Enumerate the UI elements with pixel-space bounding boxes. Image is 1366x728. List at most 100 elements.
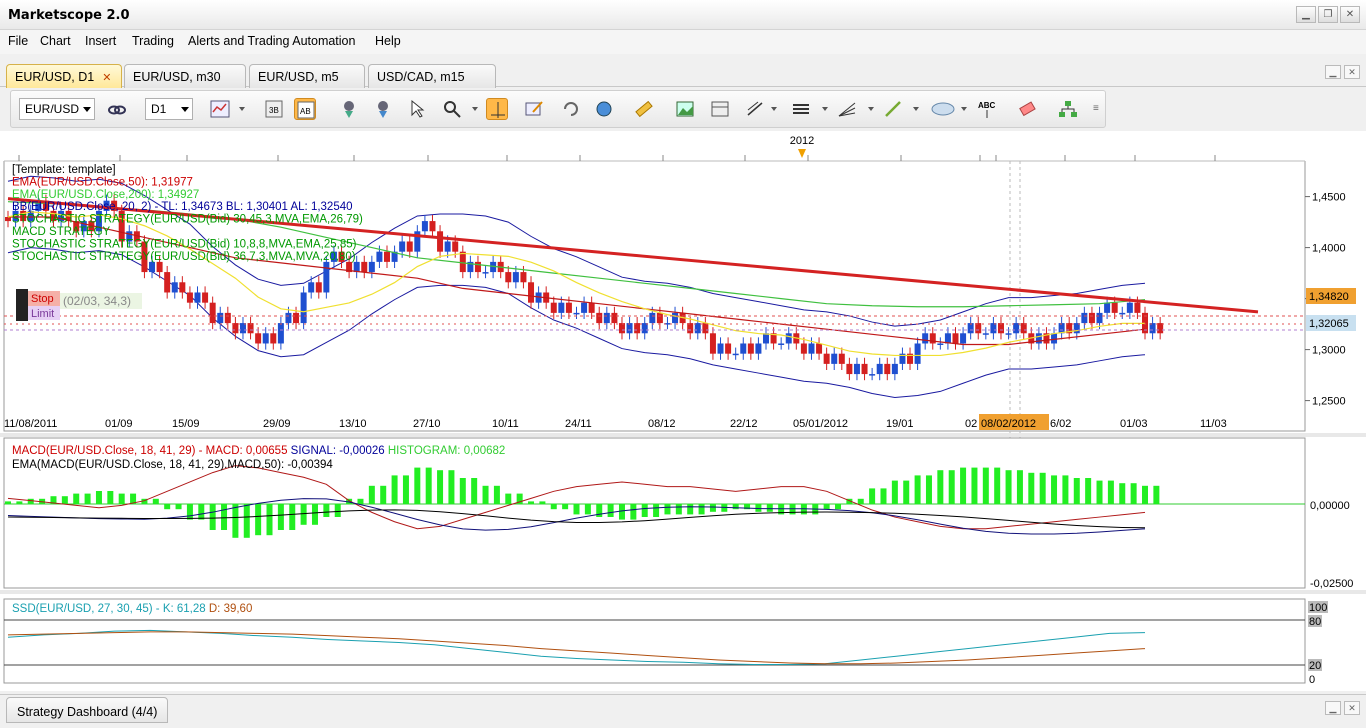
timeframe-select[interactable]: D1 (145, 98, 193, 120)
tab-eurusd-m5[interactable]: EUR/USD, m5 (249, 64, 365, 88)
date-axis-label: 01/03 (1120, 418, 1148, 430)
crosshair-icon[interactable] (486, 98, 508, 120)
ellipse-draw-icon[interactable] (928, 98, 958, 120)
macd-histogram-bar (414, 467, 421, 504)
candle-body (588, 302, 595, 313)
order-marker[interactable] (16, 289, 28, 321)
price-tag-current-text: 1,32065 (1309, 318, 1349, 330)
text-label-icon[interactable]: ABC (976, 98, 998, 120)
macd-histogram-bar (27, 498, 34, 504)
menu-chart[interactable]: Chart (40, 34, 71, 48)
candle-body (126, 231, 133, 242)
candle-body (1104, 302, 1111, 313)
title-bar: Marketscope 2.0 ▁ ❐ ✕ (0, 0, 1366, 30)
price-chart[interactable]: 2012 Stop Limit (02/03, 34,3) [Template:… (0, 131, 1366, 691)
date-axis-label: 19/01 (886, 418, 914, 430)
tab-label: EUR/USD, m30 (133, 70, 221, 84)
edit-chart-icon[interactable] (523, 98, 545, 120)
minimize-dashboard-icon[interactable]: ▁ (1325, 701, 1341, 715)
candle-body (308, 282, 315, 293)
menu-trading[interactable]: Trading (132, 34, 174, 48)
candle-body (626, 323, 633, 334)
candle-body (1005, 333, 1012, 335)
macd-histogram-bar (721, 504, 728, 512)
menu-help[interactable]: Help (375, 34, 401, 48)
globe-icon[interactable] (593, 98, 615, 120)
macd-histogram-bar (1130, 483, 1137, 504)
candle-body (467, 261, 474, 273)
trend-line[interactable] (7, 197, 1259, 314)
candle-body (952, 333, 959, 344)
link-icon[interactable] (106, 99, 128, 121)
trendline-tools-icon[interactable] (744, 98, 766, 120)
tab-usdcad-m15[interactable]: USD/CAD, m15 (368, 64, 496, 88)
macd-histogram-bar (709, 504, 716, 512)
macd-histogram-bar (1039, 472, 1046, 504)
candle-body (634, 323, 641, 334)
candle-body (293, 312, 300, 324)
macd-histogram-bar (5, 501, 11, 504)
minimize-icon[interactable]: ▁ (1296, 6, 1316, 23)
macd-histogram-bar (880, 488, 887, 504)
tab-label: EUR/USD, m5 (258, 70, 339, 84)
candle-body (27, 210, 34, 222)
macd-axis-1: -0,02500 (1310, 578, 1353, 590)
candle-body (376, 251, 383, 262)
price-tag-current (1306, 315, 1356, 331)
zoom-icon[interactable] (441, 98, 463, 120)
line-draw-icon[interactable] (882, 98, 904, 120)
macd-histogram-bar (630, 504, 637, 520)
menu-file[interactable]: File (8, 34, 29, 48)
candle-body (649, 312, 656, 324)
candle-body (444, 241, 451, 252)
candle-body (702, 323, 709, 334)
candle-body (944, 333, 951, 344)
bar-chart-icon[interactable]: 3B (263, 98, 285, 120)
indicator-icon[interactable] (338, 98, 360, 120)
close-dashboard-icon[interactable]: ✕ (1344, 701, 1360, 715)
close-panel-icon[interactable]: ✕ (1344, 65, 1360, 79)
horizontal-lines-icon[interactable] (790, 98, 812, 120)
candle-body (672, 312, 679, 324)
image-icon[interactable] (674, 98, 696, 120)
stop-tag[interactable] (28, 291, 60, 306)
macd-histogram-bar (1016, 470, 1023, 504)
chart-type-icon[interactable] (209, 98, 231, 120)
close-icon[interactable]: ✕ (1340, 6, 1360, 23)
macd-histogram-bar (596, 504, 603, 517)
date-axis-label: 11/03 (1200, 418, 1227, 430)
macd-histogram-bar (425, 467, 432, 504)
strategy-dashboard-label: Strategy Dashboard (4/4) (17, 705, 158, 719)
macd-histogram-bar (73, 493, 80, 504)
ruler-icon[interactable] (633, 98, 655, 120)
limit-tag[interactable] (28, 306, 60, 320)
menu-insert[interactable]: Insert (85, 34, 117, 48)
minimize-panel-icon[interactable]: ▁ (1325, 65, 1341, 79)
objects-tree-icon[interactable] (1057, 98, 1079, 120)
chart-area[interactable]: 2012 Stop Limit (02/03, 34,3) [Template:… (0, 131, 1366, 691)
candle-body (1020, 323, 1027, 334)
candle-body (687, 323, 694, 334)
restore-icon[interactable]: ❐ (1318, 6, 1338, 23)
eraser-icon[interactable] (1016, 98, 1038, 120)
close-tab-icon[interactable]: ✕ (102, 72, 112, 84)
candle-body (846, 363, 853, 375)
strategy-dashboard-tab[interactable]: Strategy Dashboard (4/4) (6, 697, 169, 723)
tab-eurusd-d1[interactable]: EUR/USD, D1 ✕ (6, 64, 122, 88)
refresh-icon[interactable] (560, 98, 582, 120)
menu-alerts[interactable]: Alerts and Trading Automation (188, 34, 356, 48)
strategy-icon[interactable] (372, 98, 394, 120)
date-axis-label: 27/10 (413, 418, 441, 430)
template-icon[interactable] (709, 98, 731, 120)
candle-chart-icon[interactable]: AB (294, 98, 316, 120)
macd-histogram-bar (323, 504, 330, 517)
macd-histogram-bar (391, 475, 398, 504)
fan-lines-icon[interactable] (836, 98, 858, 120)
cursor-icon[interactable] (406, 98, 428, 120)
candle-body (581, 302, 588, 313)
tab-eurusd-m30[interactable]: EUR/USD, m30 (124, 64, 246, 88)
candle-body (861, 363, 868, 375)
symbol-select[interactable]: EUR/USD (19, 98, 95, 120)
macd-histogram-bar (664, 504, 671, 515)
price-axis-label: 1,2500 (1312, 396, 1346, 408)
